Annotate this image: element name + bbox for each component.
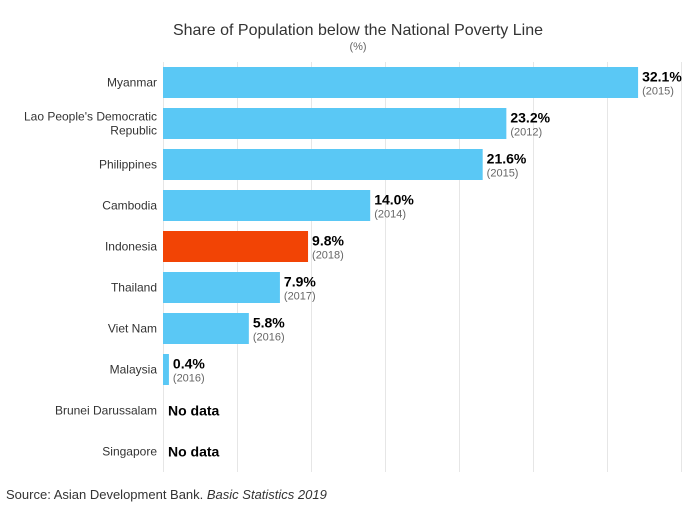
bar	[163, 313, 249, 344]
year-label: (2018)	[312, 250, 344, 262]
category-label: Thailand	[111, 281, 157, 295]
value-label: 9.8%	[312, 233, 344, 249]
value-label: 23.2%	[510, 110, 550, 126]
category-label: Malaysia	[110, 363, 158, 377]
bar	[163, 231, 309, 262]
category-label: Lao People's Democratic Republic	[24, 110, 157, 138]
source-prefix: Source: Asian Development Bank.	[6, 487, 207, 502]
value-label: 7.9%	[284, 274, 316, 290]
category-label: Brunei Darussalam	[55, 404, 157, 418]
category-label: Singapore	[102, 445, 157, 459]
category-label: Philippines	[99, 158, 157, 172]
category-label: Indonesia	[105, 240, 157, 254]
year-label: (2015)	[642, 86, 674, 98]
category-label: Viet Nam	[108, 322, 157, 336]
bars	[163, 67, 639, 385]
value-label: 5.8%	[253, 315, 285, 331]
chart-subtitle: (%)	[349, 41, 366, 53]
category-label: Myanmar	[107, 76, 157, 90]
year-label: (2012)	[510, 127, 542, 139]
year-label: (2015)	[487, 168, 519, 180]
value-labels: 32.1%(2015)23.2%(2012)21.6%(2015)14.0%(2…	[168, 69, 682, 460]
year-label: (2016)	[173, 373, 205, 385]
category-label: Cambodia	[102, 199, 157, 213]
year-label: (2016)	[253, 332, 285, 344]
bar	[163, 67, 639, 98]
bar	[163, 149, 483, 180]
bar	[163, 108, 507, 139]
bar	[163, 354, 169, 385]
bar	[163, 272, 280, 303]
no-data-label: No data	[168, 403, 220, 419]
year-label: (2017)	[284, 291, 316, 303]
source-title: Basic Statistics 2019	[206, 487, 327, 502]
value-label: 21.6%	[487, 151, 527, 167]
value-label: 32.1%	[642, 69, 682, 85]
category-labels: Myanmar Lao People's Democratic Republic Ph…	[24, 76, 157, 459]
value-label: 14.0%	[374, 192, 414, 208]
bar	[163, 190, 371, 221]
source-note: Source: Asian Development Bank. Basic St…	[6, 487, 327, 502]
year-label: (2014)	[374, 209, 406, 221]
value-label: 0.4%	[173, 356, 205, 372]
chart-title: Share of Population below the National P…	[173, 22, 543, 39]
no-data-label: No data	[168, 444, 220, 460]
